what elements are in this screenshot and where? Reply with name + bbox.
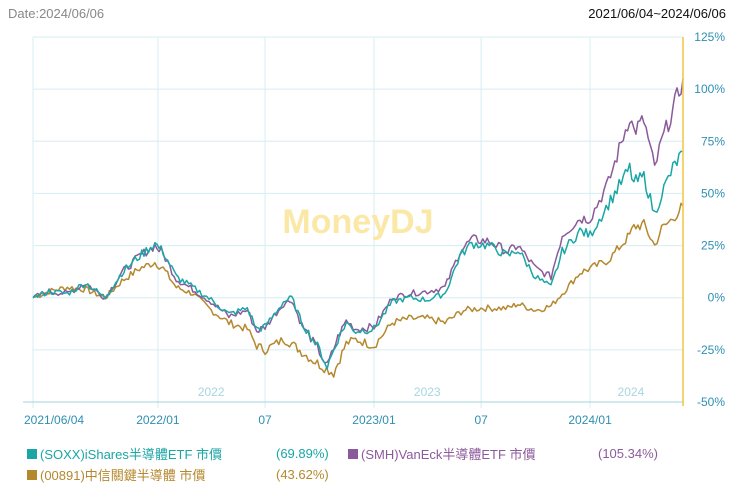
- chart-axes: 125% 100% 75% 50% 25% 0% -25% -50% 2021/06/04 202…: [23, 30, 725, 427]
- x-tick-label: 2024/01: [568, 413, 612, 427]
- y-tick-label: 0%: [708, 291, 726, 305]
- legend-return-smh: (105.34%): [598, 446, 658, 461]
- legend-return-soxx: (69.89%): [276, 446, 329, 461]
- legend-label-00891: (00891)中信關鍵半導體 市價: [40, 468, 206, 483]
- legend-item-00891[interactable]: (00891)中信關鍵半導體 市價 (43.62%): [27, 465, 329, 484]
- legend-swatch-00891: [27, 469, 37, 480]
- date-range-label: 2021/06/04~2024/06/06: [588, 6, 726, 21]
- legend-label-smh: (SMH)VanEck半導體ETF 市價: [361, 447, 536, 462]
- performance-line-chart: MoneyDJ 125% 100% 75% 50% 25% 0% -25% -50% 2021/…: [23, 30, 725, 427]
- year-label: 2022: [198, 385, 225, 399]
- x-tick-label: 07: [474, 413, 488, 427]
- y-tick-label: -25%: [697, 343, 725, 357]
- x-tick-label: 2023/01: [352, 413, 396, 427]
- date-label: Date:2024/06/06: [8, 6, 105, 21]
- x-tick-label: 2022/01: [136, 413, 180, 427]
- legend-item-smh[interactable]: (SMH)VanEck半導體ETF 市價 (105.34%): [348, 444, 658, 463]
- y-tick-label: -50%: [697, 395, 725, 409]
- x-tick-label: 2021/06/04: [24, 413, 84, 427]
- year-label: 2023: [414, 385, 441, 399]
- legend-item-soxx[interactable]: (SOXX)iShares半導體ETF 市價 (69.89%): [27, 444, 329, 463]
- y-tick-label: 50%: [701, 186, 725, 200]
- series-line-soxx: [32, 150, 684, 370]
- y-tick-label: 100%: [694, 82, 725, 96]
- legend-swatch-soxx: [27, 448, 37, 459]
- y-tick-label: 125%: [694, 30, 725, 44]
- legend-label-soxx: (SOXX)iShares半導體ETF 市價: [40, 447, 223, 462]
- series-line-00891: [32, 202, 684, 378]
- watermark-text: MoneyDJ: [282, 203, 433, 241]
- x-tick-label: 07: [258, 413, 272, 427]
- year-label: 2024: [618, 385, 645, 399]
- legend-swatch-smh: [348, 448, 358, 459]
- legend-return-00891: (43.62%): [276, 467, 329, 482]
- y-tick-label: 25%: [701, 239, 725, 253]
- series-lines: [32, 78, 684, 378]
- y-tick-label: 75%: [701, 134, 725, 148]
